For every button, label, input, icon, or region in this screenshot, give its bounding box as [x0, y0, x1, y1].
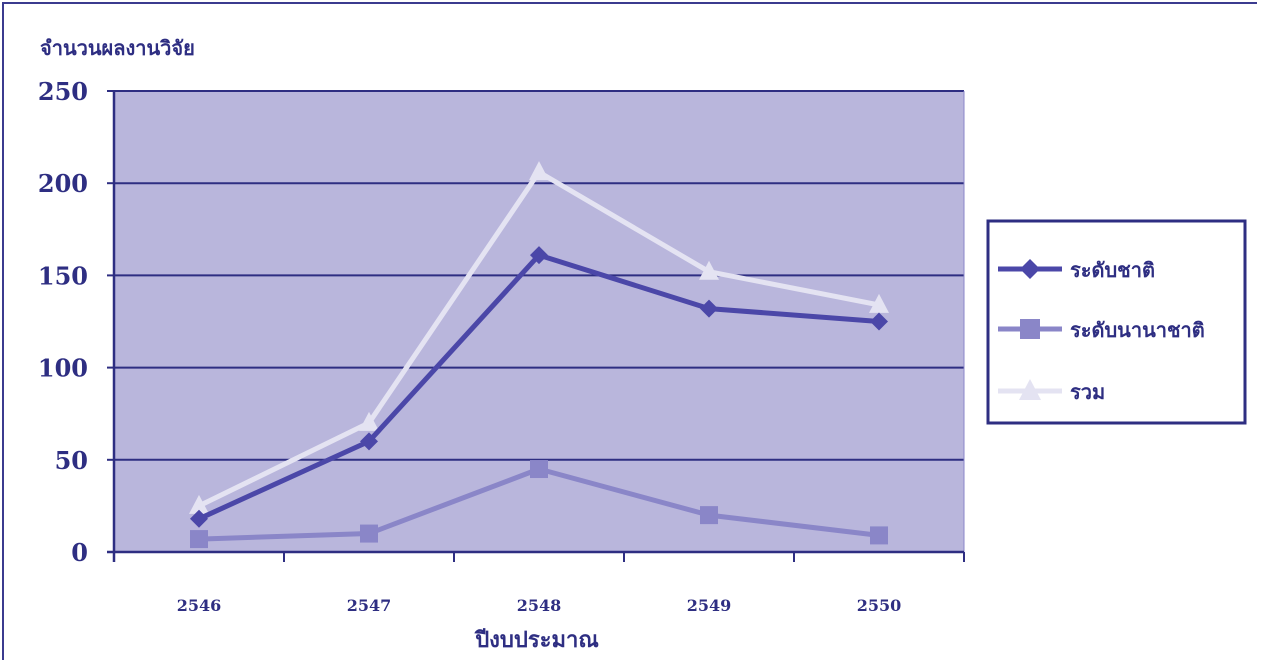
data-point [190, 509, 208, 528]
x-tick-label: 2549 [687, 596, 732, 615]
y-tick-label: 100 [38, 354, 88, 383]
y-tick-labels: 0 50 100 150 200 250 [38, 77, 88, 567]
data-point [699, 260, 719, 280]
data-point [530, 246, 548, 265]
x-axis-title: ปีงบประมาณ [474, 627, 599, 653]
x-tick-label: 2550 [857, 596, 902, 615]
data-point [360, 432, 378, 451]
legend-swatch-marker [1020, 259, 1040, 279]
y-tick-label: 150 [38, 261, 88, 290]
series-diamond [190, 246, 888, 528]
data-point [869, 293, 889, 313]
x-tick-label: 2547 [347, 596, 392, 615]
x-tick-labels: 2546 2547 2548 2549 2550 [177, 596, 902, 615]
series-group [189, 161, 889, 549]
y-axis-title: จำนวนผลงานวิจัย [40, 36, 195, 60]
y-tick-label: 0 [71, 538, 88, 567]
data-point [870, 526, 888, 545]
axes [107, 91, 965, 562]
x-tick-label: 2546 [177, 596, 222, 615]
data-point [530, 460, 548, 479]
y-tick-label: 50 [55, 446, 88, 475]
legend-label: ระดับนานาชาติ [1070, 318, 1205, 342]
data-point [870, 312, 888, 331]
legend-swatch-marker [1020, 319, 1040, 339]
legend-label: รวม [1070, 380, 1105, 404]
data-point [700, 299, 718, 318]
series-square [190, 460, 888, 549]
data-point [359, 411, 379, 431]
y-tick-label: 250 [38, 77, 88, 106]
data-point [700, 506, 718, 525]
data-point [190, 530, 208, 549]
data-point [529, 161, 549, 181]
series-triangle [189, 161, 889, 514]
data-point [189, 494, 209, 514]
x-tick-label: 2548 [517, 596, 562, 615]
legend-label: ระดับชาติ [1070, 258, 1155, 282]
data-point [360, 524, 378, 543]
y-tick-label: 200 [38, 169, 88, 198]
legend: ระดับชาติระดับนานาชาติรวม [986, 219, 1247, 425]
legend-swatch-marker [1019, 379, 1041, 400]
